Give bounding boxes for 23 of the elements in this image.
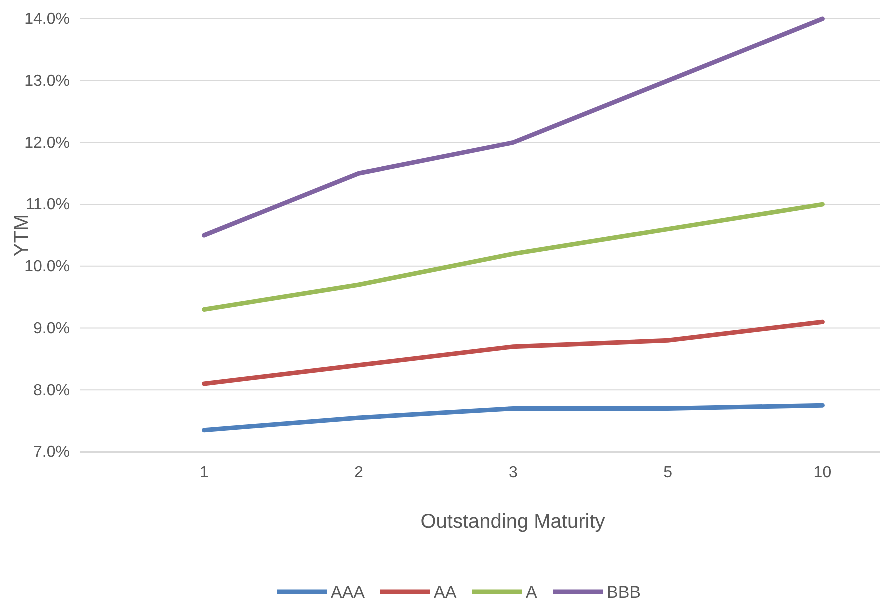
x-tick-label: 10 xyxy=(814,464,832,482)
line-series xyxy=(202,403,825,433)
y-tick-label: 11.0% xyxy=(26,196,70,214)
x-tick-label: 2 xyxy=(354,464,364,482)
y-tick-label: 10.0% xyxy=(24,258,70,276)
y-axis-title: YTM xyxy=(11,214,33,257)
x-axis-title: Outstanding Maturity xyxy=(420,511,606,533)
legend-label: BBB xyxy=(607,583,642,602)
y-tick-label: 13.0% xyxy=(24,72,70,90)
legend-label: A xyxy=(526,583,538,602)
legend-label: AA xyxy=(434,583,458,602)
line-series xyxy=(202,16,825,238)
x-tick-label: 3 xyxy=(509,464,518,482)
y-tick-label: 8.0% xyxy=(34,382,70,400)
x-tick-label: 1 xyxy=(200,464,209,482)
y-tick-label: 9.0% xyxy=(34,320,70,338)
legend-label: AAA xyxy=(331,583,366,602)
y-tick-label: 14.0% xyxy=(24,11,70,28)
line-series xyxy=(202,202,825,312)
y-tick-label: 12.0% xyxy=(24,134,70,152)
y-tick-label: 7.0% xyxy=(34,444,70,462)
x-tick-label: 5 xyxy=(664,464,673,482)
line-series xyxy=(202,320,825,386)
